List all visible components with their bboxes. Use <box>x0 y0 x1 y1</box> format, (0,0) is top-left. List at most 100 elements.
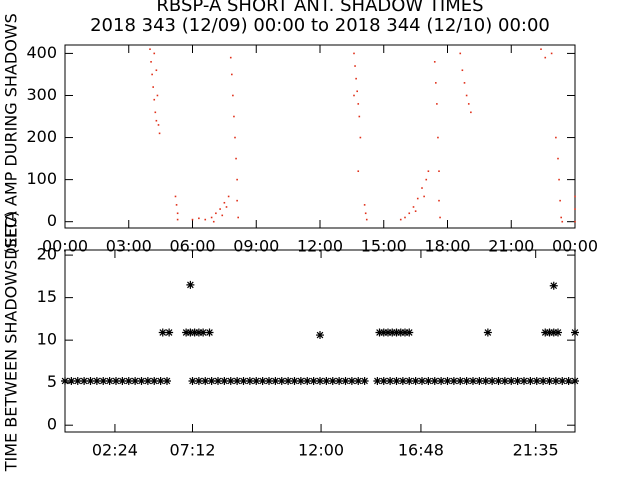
data-point <box>379 376 388 385</box>
data-point <box>207 376 216 385</box>
data-point <box>131 376 140 385</box>
data-point <box>182 328 191 337</box>
x-tick-label: 21:35 <box>513 441 559 460</box>
data-point <box>236 178 238 181</box>
data-point <box>220 376 229 385</box>
data-point <box>356 90 358 93</box>
data-point <box>392 328 401 337</box>
data-point <box>80 376 89 385</box>
data-point <box>176 212 179 215</box>
x-tick-label: 02:24 <box>92 441 138 460</box>
data-point <box>526 376 535 385</box>
data-point <box>198 217 200 220</box>
data-point <box>245 376 254 385</box>
data-point <box>290 376 299 385</box>
data-point <box>539 376 548 385</box>
data-point <box>155 119 158 122</box>
data-point <box>386 376 395 385</box>
data-point <box>437 136 439 139</box>
chart-title: RBSP-A SHORT ANT. SHADOW TIMES <box>156 0 483 16</box>
data-point <box>233 376 242 385</box>
data-point <box>239 376 248 385</box>
data-point <box>418 376 426 385</box>
data-point <box>551 376 560 385</box>
data-point <box>232 94 234 97</box>
data-point <box>152 86 154 88</box>
data-point <box>92 376 101 385</box>
data-point <box>155 69 158 72</box>
data-point <box>137 376 146 385</box>
data-point <box>191 218 194 221</box>
data-point <box>284 376 293 385</box>
data-point <box>437 376 446 385</box>
data-point <box>237 216 239 219</box>
data-point <box>199 328 208 337</box>
plot-frame <box>64 249 576 433</box>
y-tick-label: 300 <box>26 85 57 104</box>
data-point <box>375 328 384 337</box>
data-point <box>481 376 490 385</box>
x-tick-label: 06:00 <box>169 237 215 256</box>
x-tick-label: 07:12 <box>169 441 215 460</box>
data-point <box>153 52 156 55</box>
data-point <box>215 212 217 215</box>
x-tick-label: 03:00 <box>106 237 152 256</box>
data-point <box>221 214 224 217</box>
data-point <box>225 206 228 208</box>
data-point <box>435 82 437 84</box>
data-point <box>175 204 178 206</box>
data-point <box>549 328 558 337</box>
data-point <box>363 204 366 206</box>
y-axis-title: TIME BETWEEN SHADOWS (SEC) <box>2 211 21 472</box>
data-point <box>520 376 528 385</box>
data-point <box>500 376 509 385</box>
data-point <box>153 98 156 101</box>
data-point <box>398 376 407 385</box>
data-point <box>223 201 226 204</box>
data-point <box>540 48 542 51</box>
data-point <box>549 281 558 290</box>
y-tick-label: 100 <box>26 169 57 188</box>
y-axis-title: DELTA AMP DURING SHADOWS <box>2 13 21 260</box>
data-point <box>405 328 414 337</box>
data-point <box>157 124 160 126</box>
data-point <box>574 208 576 210</box>
data-point <box>392 376 401 385</box>
data-point <box>303 376 312 385</box>
data-point <box>399 218 402 221</box>
data-point <box>341 376 350 385</box>
data-point <box>554 328 562 337</box>
data-point <box>194 328 203 337</box>
data-point <box>475 376 484 385</box>
data-point <box>226 376 235 385</box>
data-point <box>384 328 392 337</box>
data-point <box>467 103 470 105</box>
data-point <box>214 376 222 385</box>
data-point <box>328 376 337 385</box>
data-point <box>379 328 388 337</box>
data-point <box>438 170 440 173</box>
y-tick-label: 0 <box>47 415 57 434</box>
data-point <box>235 157 237 160</box>
data-point <box>408 212 411 215</box>
data-point <box>421 187 423 189</box>
data-point <box>373 376 382 385</box>
data-point <box>560 216 562 219</box>
data-point <box>322 376 331 385</box>
data-point <box>271 376 280 385</box>
data-point <box>424 376 433 385</box>
data-point <box>205 328 214 337</box>
data-point <box>494 376 503 385</box>
x-tick-label: 12:00 <box>298 441 344 460</box>
data-point <box>459 52 462 55</box>
x-tick-label: 18:00 <box>424 237 470 256</box>
data-point <box>86 376 95 385</box>
data-point <box>401 328 409 337</box>
data-point <box>544 56 547 59</box>
y-tick-label: 10 <box>37 330 57 349</box>
data-point <box>574 220 576 223</box>
data-point <box>571 328 579 337</box>
x-tick-label: 15:00 <box>361 237 407 256</box>
data-point <box>258 376 267 385</box>
data-point <box>483 328 492 337</box>
